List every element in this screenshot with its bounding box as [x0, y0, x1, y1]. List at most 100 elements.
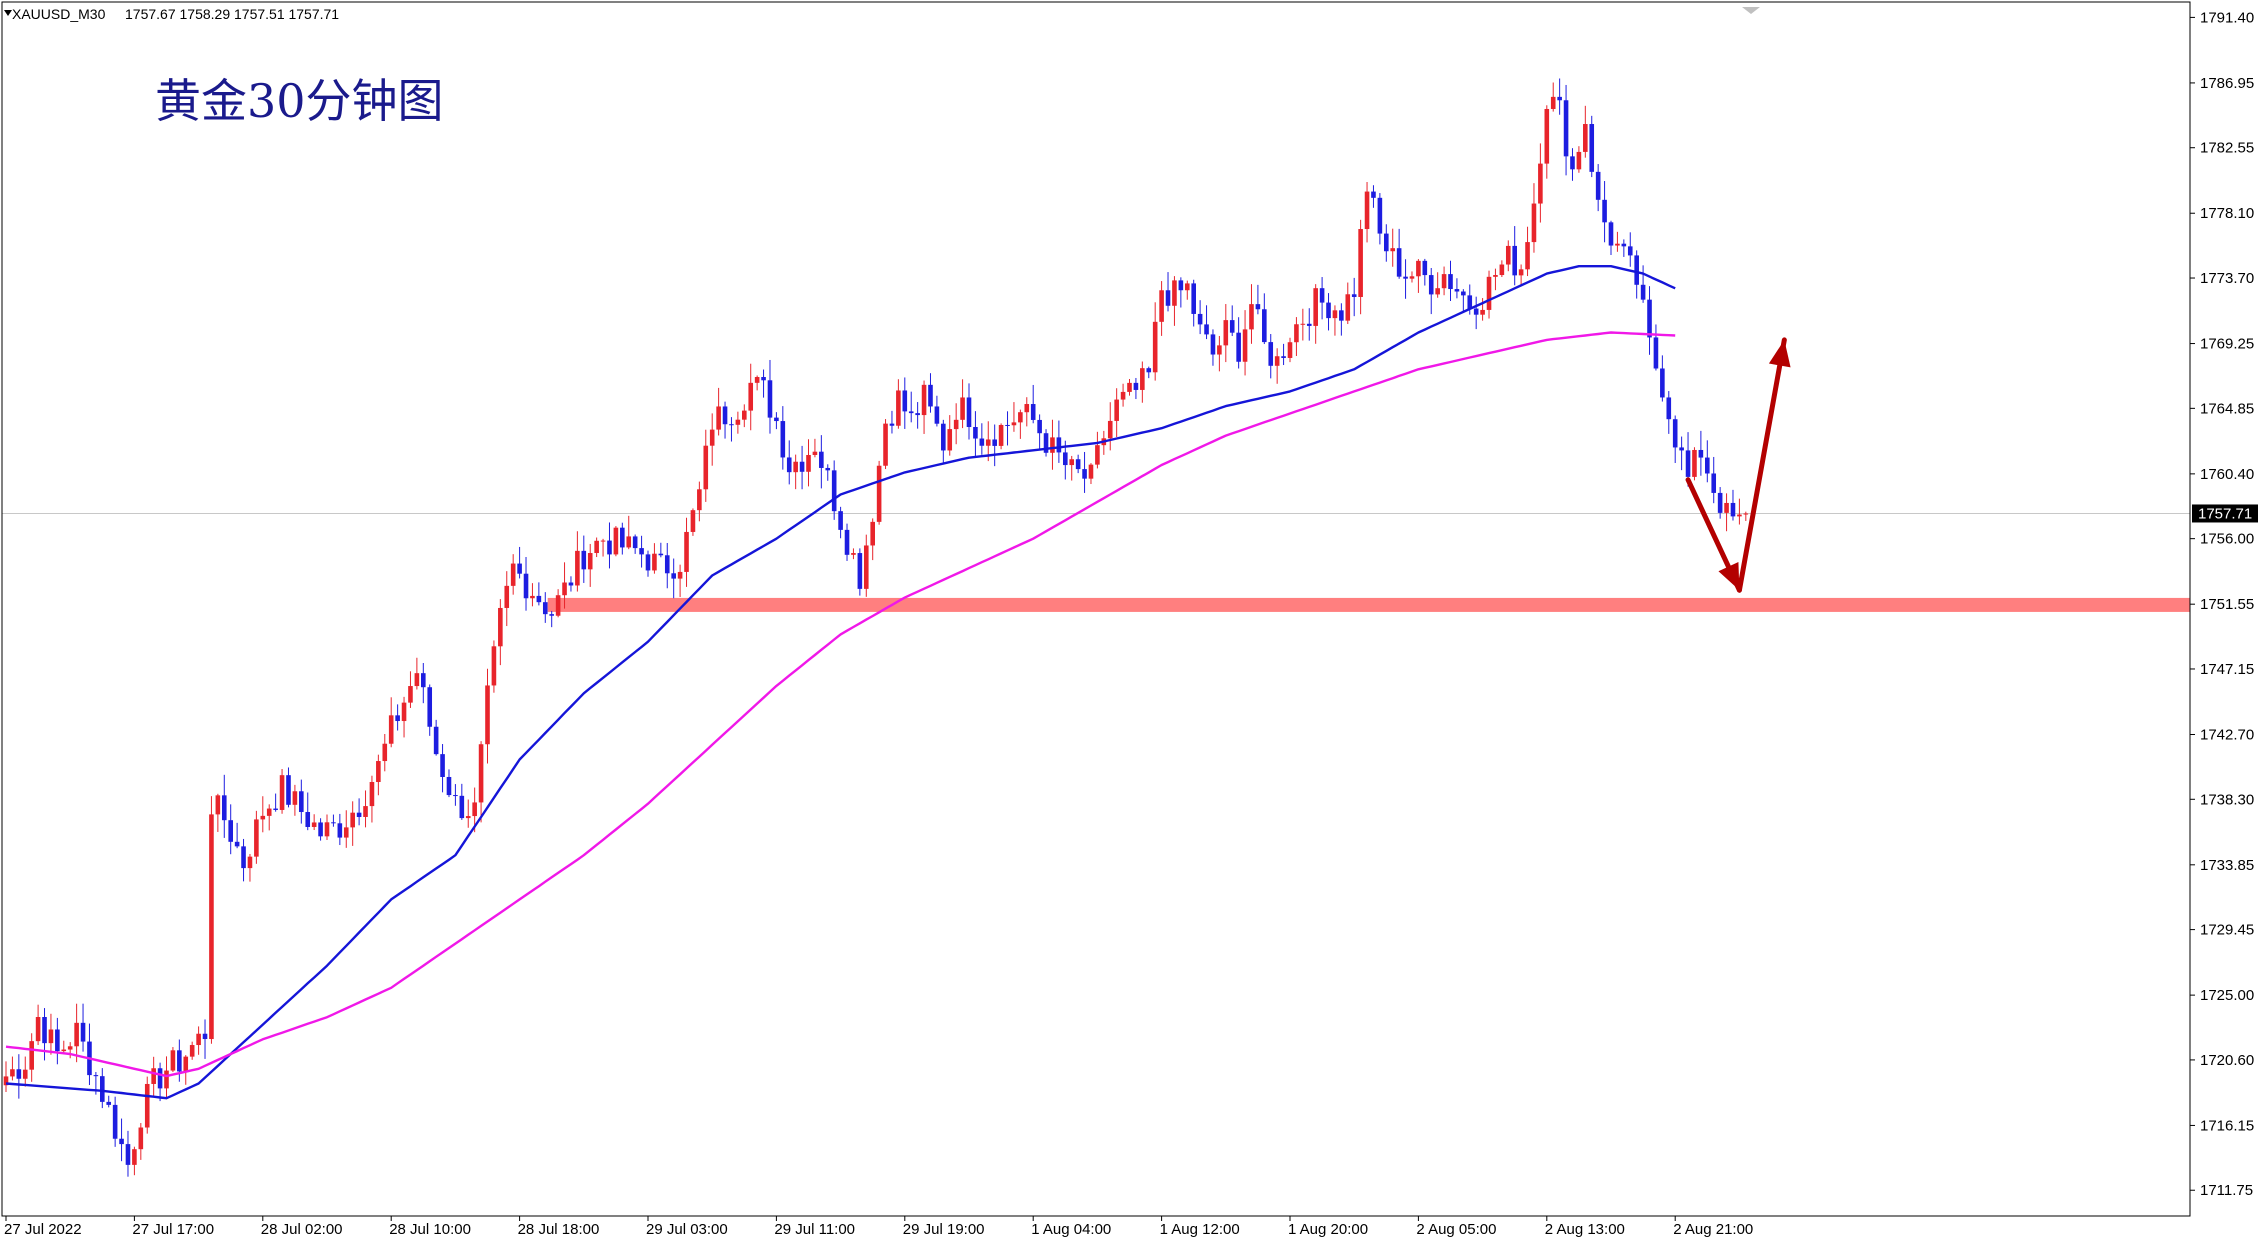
candle-body: [1563, 100, 1569, 157]
ohlc-readout: 1757.67 1758.29 1757.51 1757.71: [125, 6, 339, 22]
candle: [510, 554, 516, 595]
candle-body: [183, 1056, 189, 1072]
candle: [382, 733, 388, 772]
y-tick-label: 1716.15: [2200, 1117, 2254, 1134]
candle: [883, 419, 888, 470]
candle: [369, 775, 375, 823]
candle-body: [799, 461, 805, 472]
candle: [652, 543, 657, 574]
candle: [1050, 419, 1055, 470]
candle: [1191, 279, 1196, 327]
support-zone-layer: [2, 512, 2191, 612]
candle-body: [928, 384, 933, 407]
candle-body: [1576, 151, 1582, 170]
candle: [157, 1062, 163, 1102]
candle: [331, 814, 336, 827]
candle-body: [786, 457, 792, 473]
candle: [35, 1004, 41, 1045]
candle: [1454, 278, 1460, 299]
candle-body: [947, 429, 953, 451]
x-tick-label: 1 Aug 12:00: [1160, 1221, 1240, 1238]
candle: [414, 657, 420, 690]
candle-body: [1679, 447, 1684, 451]
candle-body: [446, 776, 452, 796]
candle: [202, 1019, 208, 1059]
candle-body: [915, 413, 920, 416]
candle-body: [1063, 452, 1068, 466]
candle-body: [697, 489, 702, 511]
candle: [61, 1040, 67, 1055]
candle-body: [1107, 420, 1113, 439]
candle-body: [1486, 276, 1492, 310]
candle: [1030, 384, 1036, 424]
candle-body: [1621, 243, 1627, 247]
candle-body: [311, 822, 317, 827]
candle: [1416, 259, 1421, 293]
candle-body: [388, 715, 394, 744]
candle: [1114, 388, 1119, 438]
candle: [523, 556, 529, 611]
candle: [806, 439, 811, 487]
candle-body: [1634, 255, 1639, 285]
candle: [1210, 329, 1216, 366]
candle-body: [106, 1101, 112, 1105]
candle-body: [29, 1041, 34, 1070]
candle: [1518, 264, 1524, 286]
candle: [1531, 183, 1537, 253]
candle-body: [1306, 323, 1312, 326]
candle-body: [1583, 124, 1588, 152]
candle-body: [819, 451, 824, 468]
candle: [767, 359, 773, 434]
candle: [1409, 271, 1415, 283]
candle: [1525, 226, 1530, 277]
candle-body: [767, 380, 773, 418]
candle-body: [825, 467, 831, 471]
candle: [1390, 228, 1396, 267]
y-tick-label: 1747.15: [2200, 661, 2254, 678]
candle-body: [67, 1046, 73, 1050]
candle-body: [151, 1068, 156, 1084]
candle: [568, 576, 574, 592]
candle: [1172, 276, 1177, 326]
candle-body: [587, 553, 593, 570]
candle-body: [1326, 302, 1331, 319]
x-tick-label: 1 Aug 20:00: [1288, 1221, 1368, 1238]
candle-body: [164, 1070, 169, 1089]
candle-body: [324, 822, 330, 837]
candle: [664, 543, 670, 589]
candle-body: [594, 540, 599, 554]
plot-frame: [1, 1, 2191, 1217]
candle-body: [761, 377, 766, 381]
candle-body: [318, 822, 323, 837]
y-tick-label: 1769.25: [2200, 336, 2254, 353]
candle-body: [1351, 294, 1357, 297]
candle: [1204, 305, 1209, 340]
candle: [164, 1056, 169, 1100]
candle: [1223, 304, 1229, 363]
candle: [632, 534, 638, 554]
candle: [498, 599, 503, 666]
candle: [241, 838, 246, 882]
candle-body: [1672, 419, 1678, 448]
candle: [1364, 182, 1370, 243]
candle: [684, 517, 689, 587]
x-tick-label: 28 Jul 18:00: [518, 1221, 600, 1238]
candle: [318, 818, 323, 841]
candle: [1647, 286, 1652, 355]
candle: [80, 1003, 86, 1052]
chart-shift-icon: [1742, 7, 1760, 14]
candle: [600, 538, 606, 557]
candle-body: [941, 423, 946, 451]
candle-body: [1030, 404, 1036, 420]
candle: [376, 754, 381, 796]
candle: [1294, 317, 1299, 356]
candle: [1313, 284, 1318, 344]
candle-body: [1364, 191, 1370, 230]
candle: [921, 380, 927, 434]
candle-body: [876, 465, 882, 522]
candle-body: [1448, 274, 1453, 290]
candle: [1287, 337, 1293, 363]
candle: [1634, 250, 1639, 299]
candle: [863, 534, 869, 597]
x-tick-label: 28 Jul 02:00: [261, 1221, 343, 1238]
